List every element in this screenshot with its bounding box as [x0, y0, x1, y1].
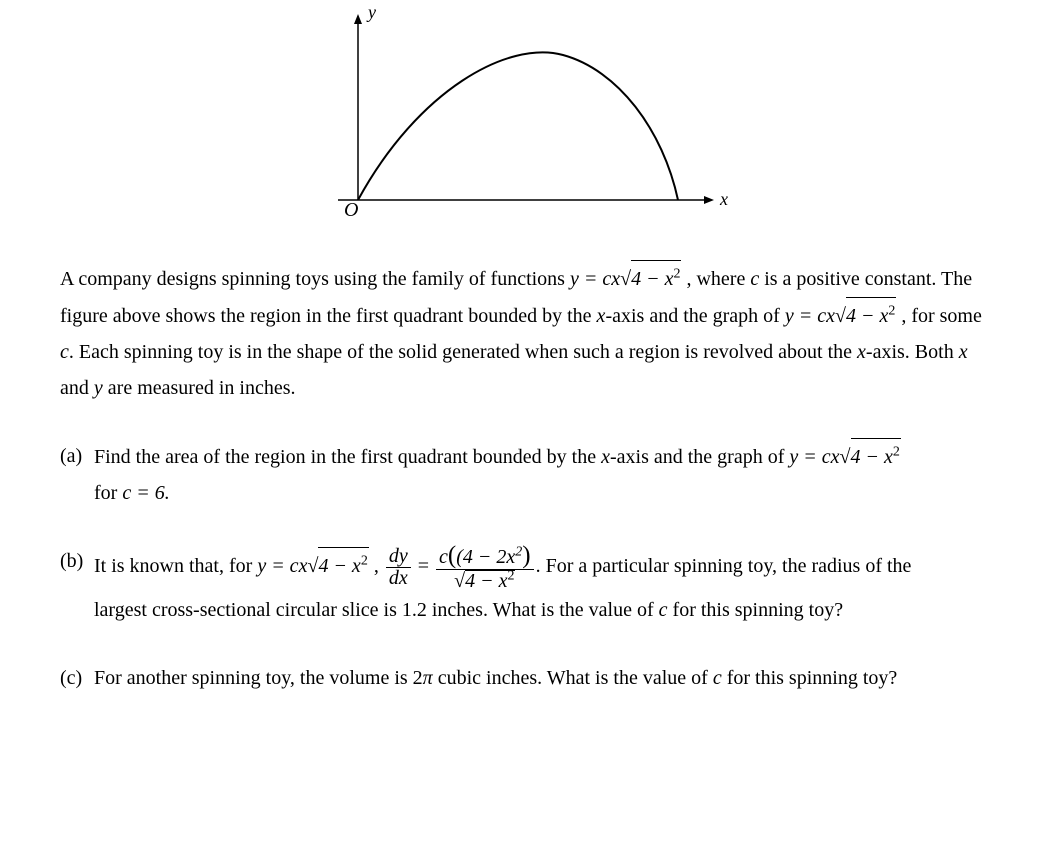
qa-sqrt: 4 − x — [851, 446, 893, 468]
intro-paragraph: A company designs spinning toys using th… — [60, 260, 986, 406]
intro-y: y — [94, 377, 103, 399]
qb-rn-close: ) — [522, 542, 530, 569]
intro-xaxis2: x — [857, 341, 866, 363]
intro-sup2: 2 — [888, 303, 895, 318]
curve-path — [358, 52, 678, 200]
x-axis-label: x — [719, 189, 728, 209]
intro-sqrt: 4 − x — [631, 268, 673, 290]
qb-frac-right: c((4 − 2x2) √4 − x2 — [436, 543, 534, 592]
qb-rd-sup: 2 — [507, 569, 514, 584]
qa-l1-pre: Find the area of the region in the first… — [94, 446, 601, 468]
intro-s2-suffix: , for some — [901, 305, 982, 327]
qa-sup: 2 — [893, 444, 900, 459]
qb-comma: , — [374, 555, 384, 577]
qb-eq: y = cx — [257, 555, 307, 577]
intro-s3-tail: -axis. Both — [866, 341, 959, 363]
qb-rd-inner: 4 − x — [465, 570, 507, 592]
figure-container: O y x — [60, 0, 986, 230]
curve-figure: O y x — [308, 0, 738, 230]
intro-s1-s2b: -axis and the graph of — [605, 305, 784, 327]
intro-c2: c — [60, 341, 69, 363]
qa-c-eq: c = 6. — [122, 482, 169, 504]
qa-eq: y = cx — [789, 446, 839, 468]
qb-l1-pre: It is known that, for — [94, 555, 257, 577]
intro-eq1: y = cx — [570, 268, 620, 290]
qb-sup: 2 — [361, 554, 368, 569]
qb-l2-tail: for this spinning toy? — [668, 599, 844, 621]
qa-l2: for — [94, 482, 122, 504]
question-c-body: For another spinning toy, the volume is … — [94, 660, 986, 696]
qc-c: c — [713, 667, 722, 689]
qb-c: c — [659, 599, 668, 621]
intro-eq2: y = cx — [785, 305, 835, 327]
intro-text: A company designs spinning toys using th… — [60, 268, 570, 290]
question-c: (c) For another spinning toy, the volume… — [60, 660, 986, 696]
question-b-label: (b) — [60, 543, 94, 628]
qb-sqrt: 4 − x — [318, 555, 360, 577]
qb-frac-left: dy dx — [386, 546, 411, 589]
question-a: (a) Find the area of the region in the f… — [60, 438, 986, 511]
question-b: (b) It is known that, for y = cx √4 − x2 … — [60, 543, 986, 628]
y-axis-label: y — [366, 2, 376, 22]
qc-mid: cubic inches. What is the value of — [433, 667, 713, 689]
intro-x: x — [959, 341, 968, 363]
qb-equals: = — [418, 555, 434, 577]
qb-frac-left-den: dx — [386, 567, 411, 589]
qa-l1-mid: -axis and the graph of — [610, 446, 789, 468]
question-b-body: It is known that, for y = cx √4 − x2 , dy… — [94, 543, 986, 628]
intro-s1-suffix: , where — [686, 268, 750, 290]
question-a-body: Find the area of the region in the first… — [94, 438, 986, 511]
questions-list: (a) Find the area of the region in the f… — [60, 438, 986, 696]
intro-sqrt2: 4 − x — [846, 305, 888, 327]
qa-xaxis: x — [601, 446, 610, 468]
y-axis-arrow — [354, 14, 362, 24]
qc-pre: For another spinning toy, the volume is … — [94, 667, 423, 689]
question-a-label: (a) — [60, 438, 94, 511]
qb-frac-right-den: √4 − x2 — [436, 569, 534, 592]
qc-pi: π — [423, 667, 433, 689]
qb-frac-left-num: dy — [386, 546, 411, 567]
qb-rn-open: (4 − 2x — [456, 546, 515, 568]
qb-frac-right-num: c((4 − 2x2) — [436, 543, 534, 569]
qb-l2: largest cross-sectional circular slice i… — [94, 599, 659, 621]
qb-l1-tail: . For a particular spinning toy, the rad… — [536, 555, 912, 577]
intro-measured: are measured in inches. — [103, 377, 296, 399]
x-axis-arrow — [704, 196, 714, 204]
intro-c: c — [750, 268, 759, 290]
qb-rn-c: c — [439, 546, 448, 568]
question-c-label: (c) — [60, 660, 94, 696]
qc-tail: for this spinning toy? — [722, 667, 898, 689]
origin-label: O — [344, 199, 358, 221]
intro-sup: 2 — [673, 266, 680, 281]
intro-and: and — [60, 377, 94, 399]
page: O y x A company designs spinning toys us… — [0, 0, 1046, 844]
intro-s2-tail: . Each spinning toy is in the shape of t… — [69, 341, 857, 363]
